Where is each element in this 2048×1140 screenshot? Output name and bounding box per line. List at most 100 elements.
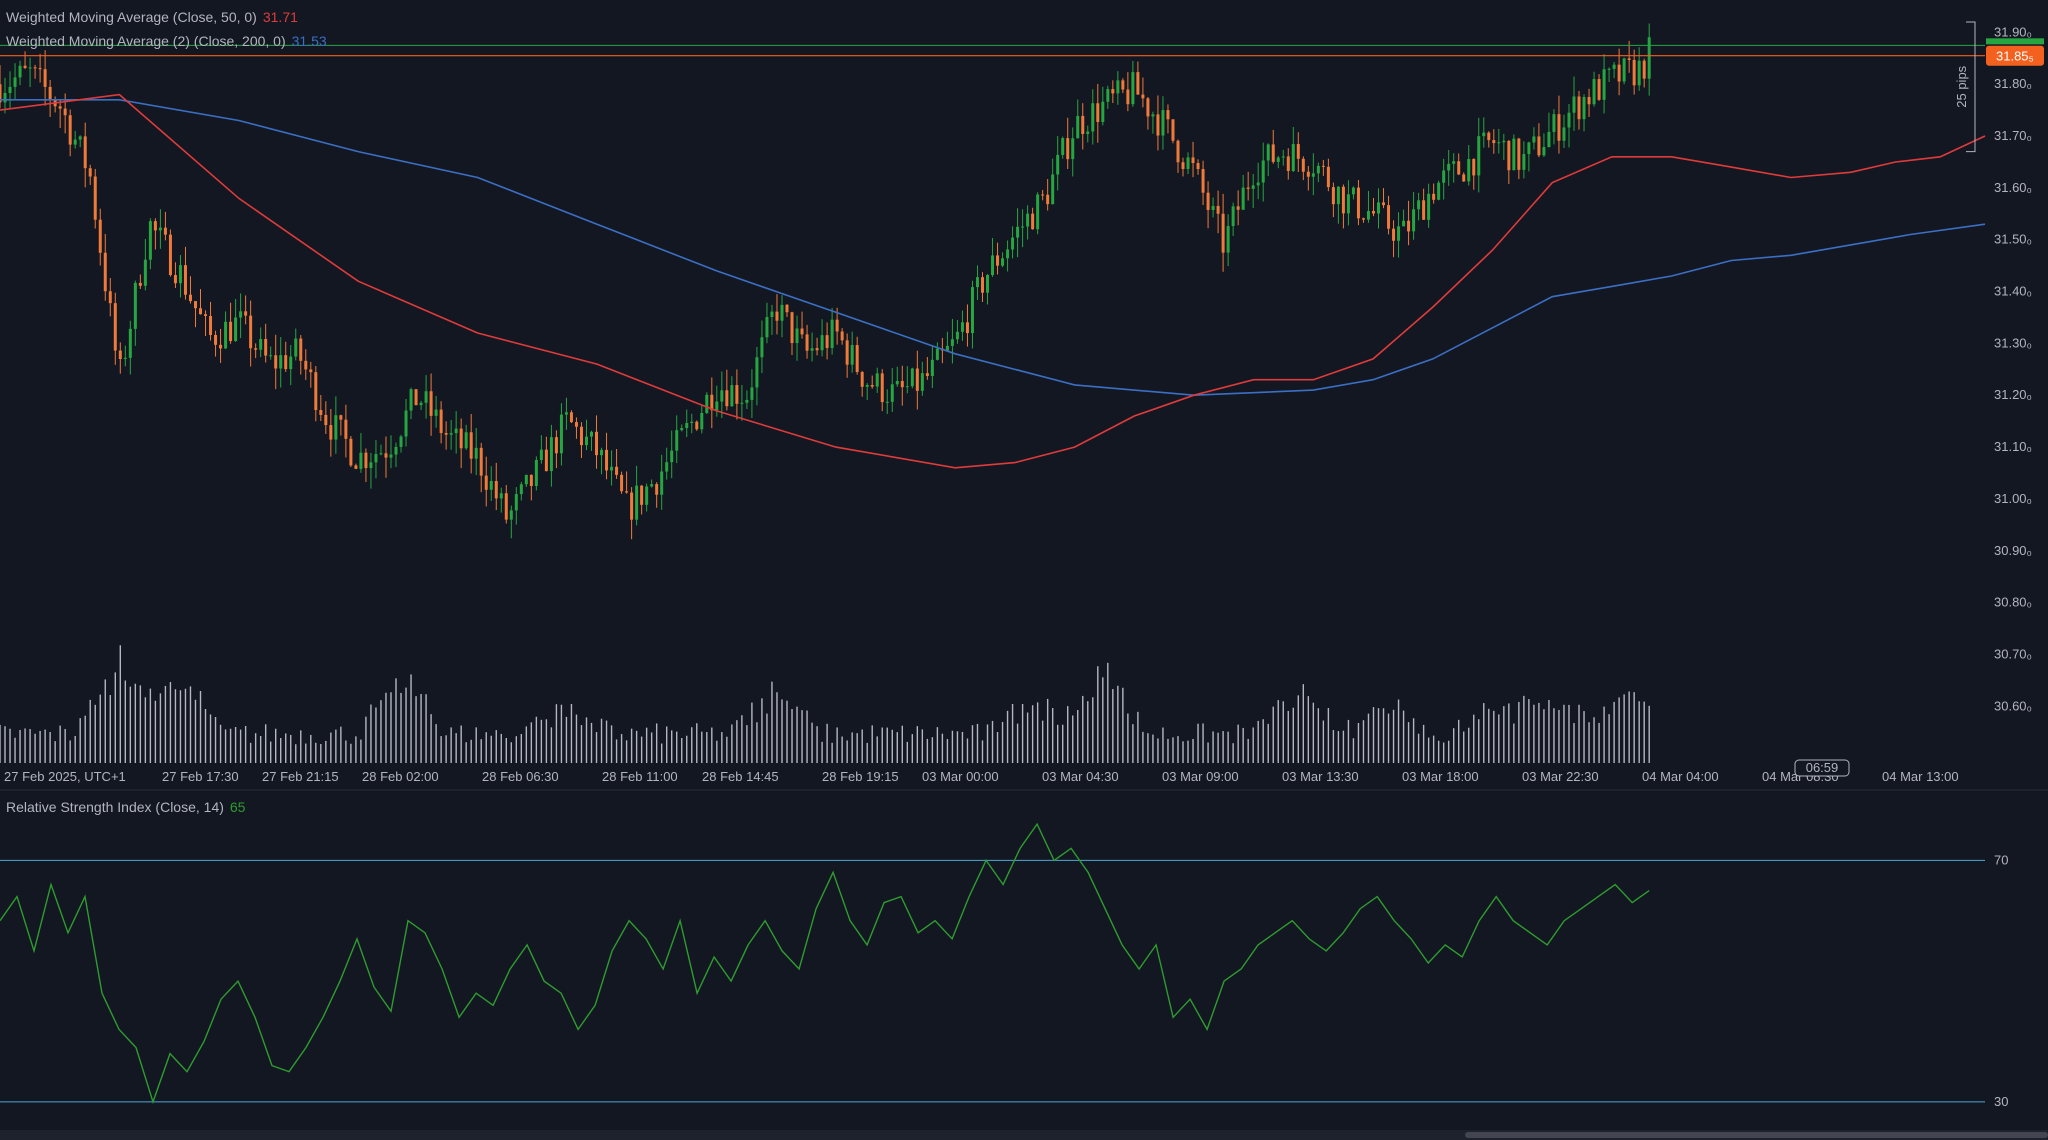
horizontal-scrollbar-track[interactable]: [0, 1130, 2048, 1140]
candle-body: [584, 436, 588, 446]
candle-body: [88, 168, 92, 177]
candle-body: [1066, 138, 1070, 160]
candle-body: [224, 321, 228, 349]
candle-body: [1397, 226, 1401, 241]
candle-body: [479, 447, 483, 476]
time-axis[interactable]: 27 Feb 2025, UTC+1 27 Feb 17:30 27 Feb 21:…: [4, 759, 1959, 784]
candle-body: [1181, 162, 1185, 169]
candle-body: [274, 355, 278, 369]
candle-body: [1046, 194, 1050, 205]
candle-body: [750, 387, 754, 400]
candle-body: [1201, 169, 1205, 193]
candle-body: [1086, 131, 1090, 134]
candle-body: [289, 356, 293, 370]
candle-body: [900, 380, 904, 388]
candle-body: [1487, 132, 1491, 141]
candlesticks[interactable]: [0, 23, 1651, 540]
candle-body: [605, 449, 609, 471]
candle-body: [1271, 144, 1275, 162]
current-price-badge[interactable]: [1986, 45, 2044, 66]
candle-body: [464, 432, 468, 449]
wma200-label: Weighted Moving Average (2) (Close, 200,…: [6, 33, 286, 49]
horizontal-scrollbar-thumb[interactable]: [1465, 1132, 2048, 1138]
candle-body: [820, 335, 824, 351]
candle-body: [204, 314, 208, 316]
candle-body: [504, 493, 508, 520]
candle-body: [1417, 200, 1421, 210]
candle-body: [1171, 119, 1175, 141]
candle-body: [1176, 140, 1180, 163]
pips-label: 25 pips: [1954, 65, 1969, 107]
candle-body: [554, 437, 558, 454]
candle-body: [770, 311, 774, 318]
price-axis[interactable]: 31.90₀ 31.80₀ 31.70₀ 31.60₀ 31.50₀ 31.40₀ 31.3…: [1986, 24, 2044, 713]
candle-body: [1462, 174, 1466, 182]
candle-body: [128, 328, 132, 358]
candle-body: [23, 65, 27, 68]
candle-body: [138, 282, 142, 286]
candle-body: [349, 438, 353, 466]
candle-body: [1522, 154, 1526, 170]
candle-body: [1001, 258, 1005, 266]
candle-body: [509, 510, 513, 520]
candle-body: [865, 385, 869, 387]
candle-body: [1116, 80, 1120, 94]
candle-body: [1532, 136, 1536, 143]
candle-body: [1331, 187, 1335, 205]
price-tick-label: 31.80₀: [1994, 76, 2032, 91]
candle-body: [118, 350, 122, 360]
candle-body: [795, 328, 799, 344]
candle-body: [660, 471, 664, 495]
candle-body: [239, 311, 243, 318]
candle-body: [264, 338, 268, 356]
candle-body: [58, 106, 62, 109]
candle-body: [1276, 157, 1280, 162]
rsi-legend[interactable]: Relative Strength Index (Close, 14) 65: [6, 799, 245, 815]
price-tick-label: 31.10₀: [1994, 439, 2032, 454]
candle-body: [920, 373, 924, 391]
wma200-legend[interactable]: Weighted Moving Average (2) (Close, 200,…: [6, 33, 327, 49]
candle-body: [1186, 157, 1190, 169]
candle-body: [955, 331, 959, 340]
candle-body: [0, 84, 2, 103]
candle-body: [158, 227, 162, 231]
candle-body: [183, 265, 187, 295]
candle-body: [68, 115, 72, 145]
candle-body: [339, 415, 343, 420]
time-tick-label: 28 Feb 19:15: [822, 769, 899, 784]
time-tick-label: 28 Feb 02:00: [362, 769, 439, 784]
candle-body: [369, 462, 373, 469]
candle-body: [33, 67, 37, 69]
candle-body: [670, 450, 674, 463]
candle-body: [715, 401, 719, 411]
candle-body: [168, 234, 172, 276]
rsi-line: [0, 822, 1650, 1105]
candle-body: [1642, 60, 1646, 79]
candle-body: [113, 303, 117, 351]
candle-body: [1056, 154, 1060, 175]
time-tick-label: 03 Mar 18:00: [1402, 769, 1479, 784]
candle-body: [259, 338, 263, 350]
candle-body: [760, 337, 764, 358]
candle-body: [1221, 213, 1225, 253]
candle-body: [590, 431, 594, 437]
candle-body: [1161, 110, 1165, 136]
candle-body: [359, 452, 363, 469]
candle-body: [1356, 187, 1360, 219]
bar-countdown-badge: [1794, 759, 1850, 777]
time-tick-label: 03 Mar 04:30: [1042, 769, 1119, 784]
candle-body: [424, 391, 428, 403]
candle-body: [1572, 96, 1576, 113]
candle-body: [1016, 226, 1020, 238]
price-tick-label: 31.30₀: [1994, 335, 2032, 350]
wma50-legend[interactable]: Weighted Moving Average (Close, 50, 0) 31…: [6, 9, 298, 25]
candle-body: [1392, 228, 1396, 241]
candle-body: [1211, 205, 1215, 210]
candle-body: [394, 446, 398, 455]
rsi-label: Relative Strength Index (Close, 14): [6, 799, 224, 815]
candle-body: [720, 390, 724, 402]
candle-body: [444, 433, 448, 435]
candle-body: [1427, 193, 1431, 220]
candle-body: [214, 335, 218, 345]
